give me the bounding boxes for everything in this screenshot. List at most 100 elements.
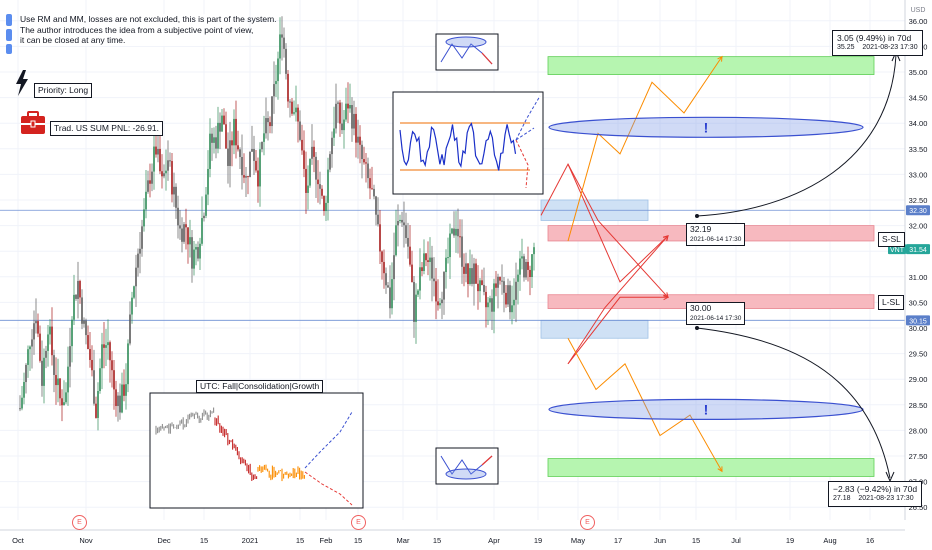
candle-body-147 [313, 146, 315, 157]
candle-243 [505, 285, 507, 308]
price-tick-16: 34.50 [909, 94, 928, 103]
phase-inset [149, 392, 364, 509]
earnings-marker-2[interactable]: E [351, 515, 366, 530]
candle-138 [295, 85, 297, 122]
candle-236 [491, 289, 493, 331]
candle-body-225 [469, 268, 471, 285]
candle-77 [173, 172, 175, 207]
earnings-marker-3[interactable]: E [580, 515, 595, 530]
candle-182 [383, 249, 385, 289]
candle-59 [137, 248, 139, 277]
candle-93 [205, 186, 207, 219]
candle-11 [41, 340, 43, 397]
candle-body-18 [55, 375, 57, 386]
candle-body-197 [413, 281, 415, 322]
bottom-pattern-red [481, 455, 493, 466]
earnings-marker-1[interactable]: E [72, 515, 87, 530]
candle-183 [385, 267, 387, 294]
candle-body-253 [525, 261, 527, 278]
candle-body-7 [33, 323, 35, 340]
candle-body-16 [51, 326, 53, 356]
ellipse-exclaim-0: ! [704, 119, 709, 135]
price-tick-17: 35.00 [909, 68, 928, 77]
candle-35 [89, 332, 91, 368]
time-tick-6: Feb [320, 536, 333, 545]
candle-146 [311, 124, 313, 165]
candle-body-101 [221, 115, 223, 132]
candle-body-110 [239, 149, 241, 157]
candle-172 [363, 146, 365, 165]
candle-body-164 [347, 103, 349, 109]
candle-105 [229, 121, 231, 188]
candle-240 [499, 276, 501, 285]
candle-body-90 [199, 243, 201, 259]
candle-135 [289, 99, 291, 118]
candle-body-156 [331, 137, 333, 155]
candle-201 [421, 261, 423, 277]
candle-body-193 [405, 225, 407, 238]
candle-189 [397, 204, 399, 247]
candle-214 [447, 237, 449, 264]
candle-245 [509, 280, 511, 320]
candle-body-99 [217, 122, 219, 149]
candle-body-230 [479, 280, 481, 292]
candle-body-49 [117, 395, 119, 407]
time-tick-17: 19 [786, 536, 794, 545]
candle-body-241 [501, 280, 503, 282]
projection-red-d [567, 296, 668, 365]
ellipse-marker-0 [548, 116, 864, 138]
candle-body-144 [307, 185, 309, 193]
candle-body-129 [277, 58, 279, 82]
candle-body-9 [37, 321, 39, 334]
candle-33 [85, 318, 87, 345]
candle-97 [213, 127, 215, 154]
time-axis[interactable]: Oct Nov Dec 15 2021 15 Feb 15 Mar 15 Apr 19 May 17 Jun… [0, 529, 905, 545]
candle-110 [239, 147, 241, 169]
candle-body-89 [197, 247, 199, 259]
candle-body-189 [397, 220, 399, 226]
candle-body-31 [81, 297, 83, 324]
candle-body-248 [515, 281, 517, 300]
time-tick-8: Mar [397, 536, 410, 545]
candle-147 [313, 140, 315, 173]
candle-body-93 [205, 194, 207, 216]
candle-122 [263, 115, 265, 156]
candle-body-75 [169, 160, 171, 162]
candle-body-176 [371, 188, 373, 190]
candle-128 [275, 64, 277, 97]
candle-body-33 [85, 320, 87, 336]
candle-body-153 [325, 202, 327, 212]
candle-body-252 [523, 256, 525, 278]
candle-190 [399, 214, 401, 224]
candle-248 [515, 262, 517, 323]
candle-body-198 [415, 294, 417, 322]
candle-body-240 [499, 276, 501, 281]
top-pattern-ellipse [445, 36, 487, 48]
candle-body-236 [491, 298, 493, 312]
candle-body-190 [399, 219, 401, 221]
candles-layer [19, 16, 535, 431]
candle-209 [437, 279, 439, 311]
candle-155 [329, 151, 331, 173]
candle-112 [243, 153, 245, 184]
candle-body-200 [419, 267, 421, 291]
projection-red-c-arrow [663, 235, 669, 241]
candle-body-207 [433, 278, 435, 282]
price-tick-8: 30.50 [909, 298, 928, 307]
candle-99 [217, 106, 219, 154]
candle-body-191 [401, 219, 403, 223]
projection-red-c [567, 235, 669, 365]
candle-body-27 [73, 294, 75, 320]
price-axis[interactable]: USD26.5027.0027.5028.0028.5029.0029.5030… [888, 0, 930, 520]
candle-217 [453, 211, 455, 238]
candle-220 [459, 219, 461, 258]
candle-body-28 [75, 294, 77, 299]
candle-body-186 [391, 279, 393, 309]
candle-92 [203, 212, 205, 222]
candle-224 [467, 263, 469, 298]
zone-target-top [547, 56, 875, 75]
candle-body-61 [141, 226, 143, 249]
candle-195 [409, 225, 411, 267]
candle-body-14 [47, 334, 49, 351]
